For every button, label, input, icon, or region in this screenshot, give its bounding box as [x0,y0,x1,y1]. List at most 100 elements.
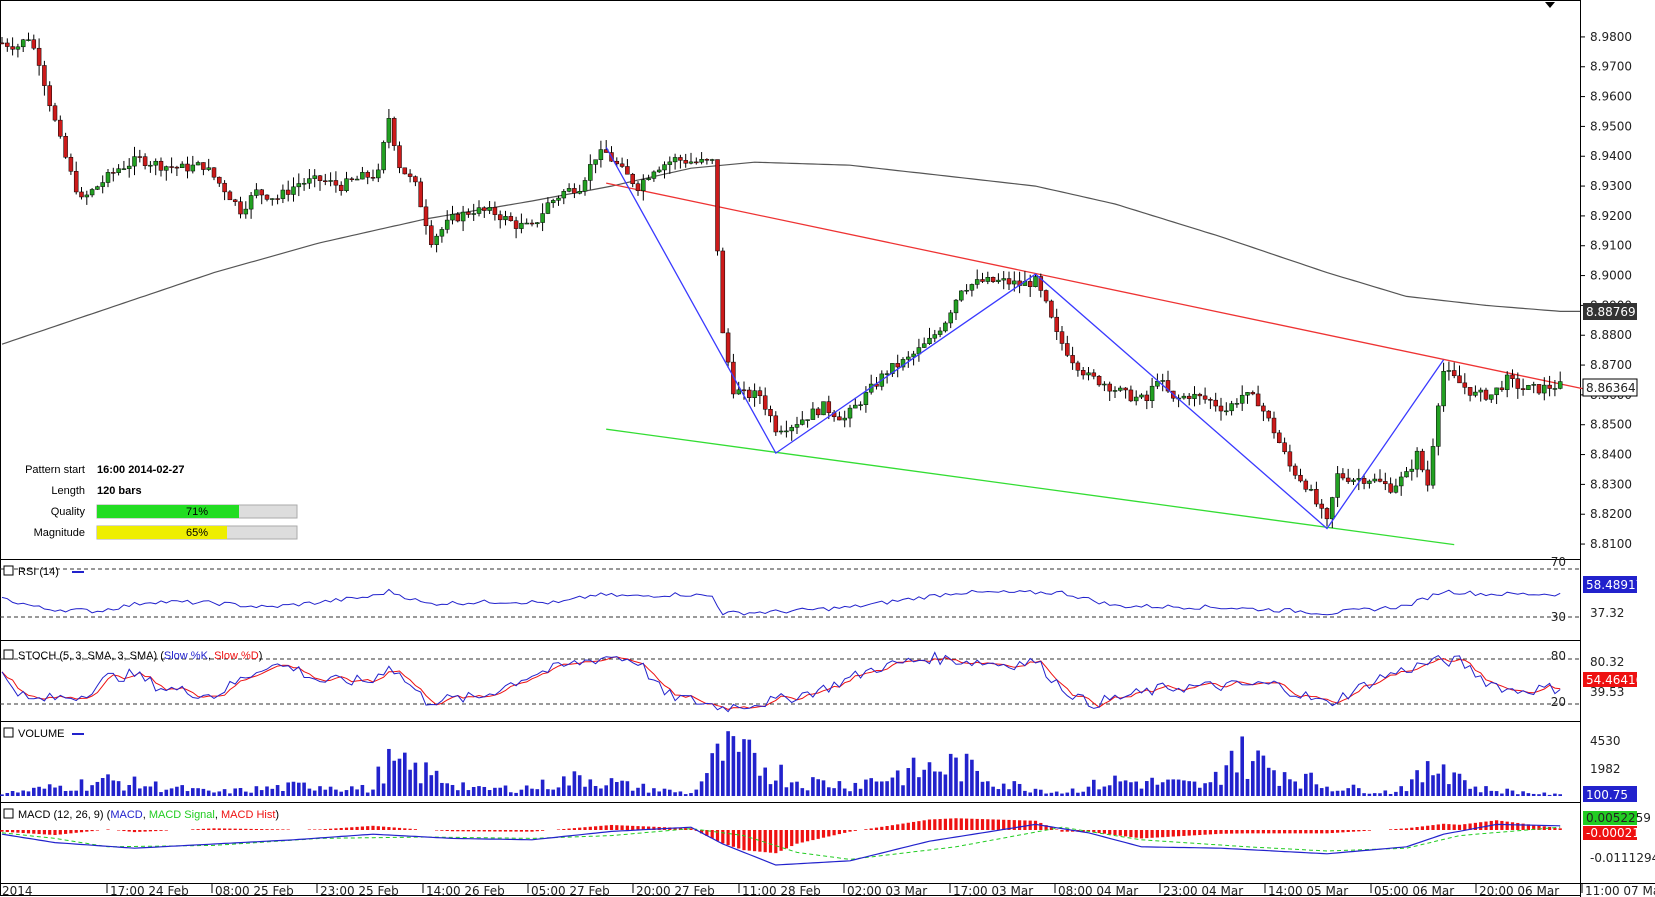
candle-body [84,194,90,198]
candle-body [540,213,545,223]
candle-body [1351,479,1356,482]
candle-body [333,180,339,186]
candle-body [121,168,127,170]
macd-hist-bar [816,830,820,839]
candle-body [434,235,439,245]
candle-body [1340,473,1346,479]
candle-body [1144,394,1150,402]
volume-bar [32,787,36,796]
candle-body [1091,372,1097,377]
macd-collapse-icon[interactable] [3,808,14,819]
volume-bar [646,792,651,796]
time-label: 14:00 26 Feb [426,884,505,897]
volume-collapse-icon[interactable] [3,727,14,738]
candle-body [31,39,37,49]
macd-title: MACD (12, 26, 9) [18,809,104,821]
candle-body [964,289,969,292]
volume-bar [344,790,349,796]
stoch-collapse-icon[interactable] [3,649,14,660]
candle-body [927,337,932,344]
candle-body [455,213,461,222]
stoch-level-80: 80 [1551,649,1566,663]
macd-hist-bar [980,819,985,830]
macd-hist-bar [0,830,4,832]
candle-body [169,166,174,168]
candle-body [111,172,116,174]
time-axis: 2014 17:00 24 Feb 08:00 25 Feb 23:00 25 Feb… [2,883,1655,897]
macd-hist-bar [1500,820,1504,830]
volume-bar [1198,787,1202,796]
candle-body [996,279,1001,282]
candle-body [1303,480,1309,490]
volume-bar [885,781,889,796]
candle-body [413,176,418,183]
volume-bar [1288,779,1292,796]
rsi-collapse-icon[interactable] [3,565,14,576]
volume-bar [1229,750,1234,796]
macd-hist-bar [228,828,232,830]
candle-body [68,156,74,172]
candle-body [1531,384,1536,386]
macd-hist-bar [1044,825,1048,830]
macd-hist-bar [652,826,656,830]
macd-hist-bar [1267,830,1271,834]
candle-body [937,330,943,335]
macd-hist-bar [1065,830,1069,832]
candle-body [1441,371,1446,407]
candle-body [1086,372,1091,376]
volume-bar [996,789,1001,796]
time-label: 11:00 28 Feb [742,884,821,897]
volume-bar [752,752,757,796]
macd-hist-bar [1542,826,1546,830]
candle-body [1165,380,1171,392]
candle-body [837,416,842,421]
macd-hist-bar [1166,830,1170,837]
candle-body [1043,290,1049,302]
macd-hist-bar [885,825,889,830]
candle-body [1494,387,1499,396]
price-label: 8.9500 [1590,119,1632,133]
volume-bar [164,789,169,796]
macd-hist-bar [466,830,470,832]
macd-hist-bar [578,827,582,830]
macd-hist-bar [1256,830,1260,834]
macd-hist-bar [705,830,709,836]
price-label: 8.8700 [1590,358,1632,372]
candle-body [800,419,805,425]
volume-bar [58,785,63,796]
pattern-start-label: Pattern start [25,464,85,476]
candle-body [725,332,731,363]
volume-bar [1261,755,1266,796]
volume-bar [1388,793,1393,796]
volume-bar [408,769,412,796]
candle-body [1314,489,1319,505]
volume-bar [917,777,921,796]
volume-bar [1219,784,1223,796]
price-label: 8.9400 [1590,149,1632,163]
candle-body [974,279,980,285]
macd-hist-bar [710,830,714,839]
candle-body [1160,380,1165,382]
macd-hist-bar [26,830,31,834]
volume-bar [1251,761,1255,796]
candle-body [1335,473,1340,498]
svg-text:STOCH (5, 3, SMA, 3, SMA) (Slo: STOCH (5, 3, SMA, 3, SMA) (Slow %K, Slow… [18,650,262,662]
magnitude-label: Magnitude [34,527,85,539]
macd-hist-bar [1362,830,1366,832]
candle-body [1489,394,1494,400]
macd-hist-bar [488,830,492,832]
macd-hist-bar [636,826,640,830]
macd-hist-bar [1330,830,1334,834]
macd-hist-bar [1177,830,1181,837]
volume-bar [890,777,895,796]
macd-hist-bar [588,826,592,830]
macd-hist-bar [1314,830,1318,834]
scroll-marker-icon[interactable] [1545,2,1555,8]
macd-hist-bar [392,827,396,830]
macd-hist-bar [583,827,587,830]
macd-hist-bar [721,830,725,844]
volume-bar [222,789,227,796]
volume-bar [106,774,110,796]
pattern-zigzag [605,146,1445,530]
